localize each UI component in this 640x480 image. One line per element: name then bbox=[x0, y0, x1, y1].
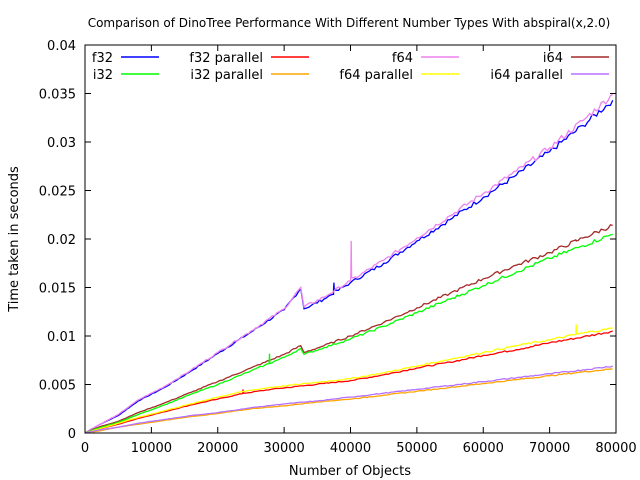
x-axis: 0 10000 20000 30000 40000 50000 60000 70000 8000… bbox=[81, 45, 637, 456]
y-axis-title: Time taken in seconds bbox=[7, 166, 22, 313]
x-tick-label: 70000 bbox=[529, 441, 570, 456]
series-line-i32 bbox=[84, 233, 613, 434]
y-tick-label: 0.035 bbox=[39, 88, 76, 103]
legend-label: f64 parallel bbox=[339, 68, 413, 83]
chart-title: Comparison of DinoTree Performance With … bbox=[88, 16, 611, 30]
y-tick-label: 0.03 bbox=[47, 136, 76, 151]
y-axis: 0 0.005 0.01 0.015 0.02 0.025 0.03 0.035 0.04 bbox=[39, 39, 616, 442]
legend-label: i32 parallel bbox=[190, 68, 263, 83]
y-tick-label: 0.01 bbox=[47, 330, 76, 345]
legend-label: i64 parallel bbox=[490, 68, 563, 83]
x-tick-label: 10000 bbox=[131, 441, 172, 456]
x-tick-label: 40000 bbox=[330, 441, 371, 456]
legend-label: f32 bbox=[92, 51, 113, 66]
series-line-f32 bbox=[84, 100, 614, 434]
y-tick-label: 0.025 bbox=[39, 185, 76, 200]
x-tick-label: 50000 bbox=[396, 441, 437, 456]
legend: f32 f32 parallel f64 i64 i32 i32 parallel f64 … bbox=[92, 51, 609, 83]
series-line-i32-parallel bbox=[84, 368, 613, 434]
x-axis-title: Number of Objects bbox=[289, 464, 411, 479]
series-line-i64-parallel bbox=[84, 365, 613, 434]
y-tick-label: 0.015 bbox=[39, 282, 76, 297]
series-line-f32-parallel bbox=[84, 330, 613, 434]
y-tick-label: 0.02 bbox=[47, 233, 76, 248]
legend-label: i32 bbox=[93, 68, 113, 83]
x-tick-label: 20000 bbox=[197, 441, 238, 456]
legend-label: i64 bbox=[543, 51, 563, 66]
x-tick-label: 30000 bbox=[263, 441, 304, 456]
series-line-f64-parallel bbox=[84, 324, 613, 434]
legend-label: f64 bbox=[392, 51, 413, 66]
legend-label: f32 parallel bbox=[189, 51, 263, 66]
series-layer bbox=[84, 93, 614, 434]
y-tick-label: 0 bbox=[68, 427, 76, 442]
x-tick-label: 0 bbox=[81, 441, 89, 456]
series-line-f64 bbox=[84, 93, 614, 434]
series-line-i64 bbox=[84, 224, 613, 434]
x-tick-label: 80000 bbox=[595, 441, 636, 456]
y-tick-label: 0.005 bbox=[39, 379, 76, 394]
y-tick-label: 0.04 bbox=[47, 39, 76, 54]
x-tick-label: 60000 bbox=[463, 441, 504, 456]
